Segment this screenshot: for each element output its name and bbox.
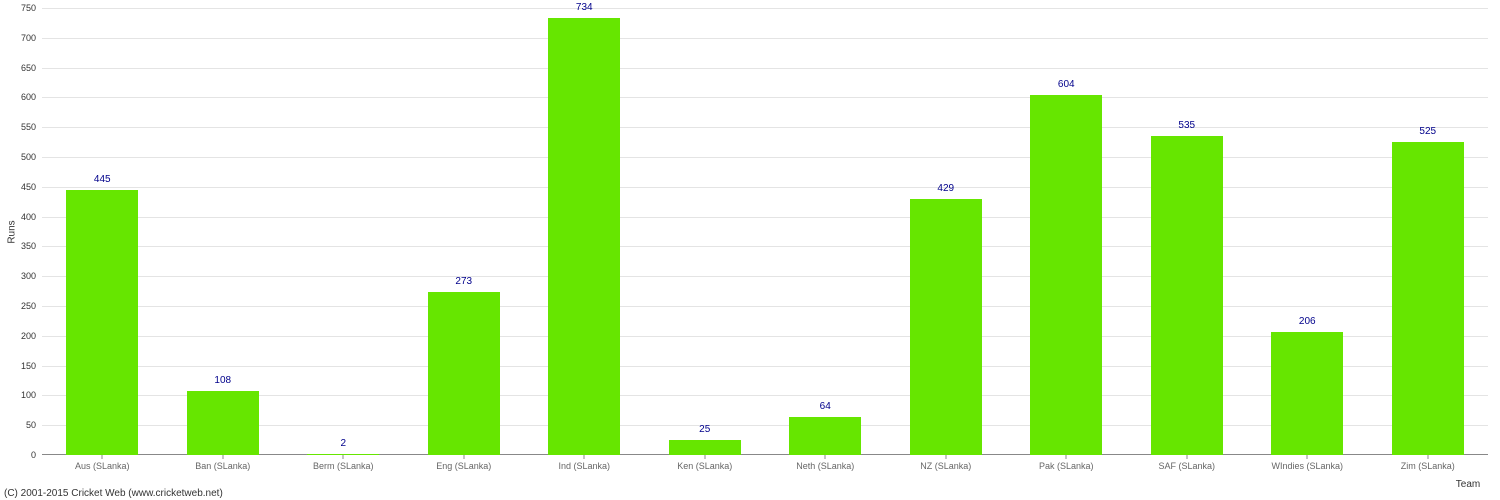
x-tick-mark (102, 455, 103, 459)
y-tick: 600 (21, 92, 42, 102)
bar: 25 (669, 440, 741, 455)
x-tick-mark (1186, 455, 1187, 459)
y-tick: 200 (21, 331, 42, 341)
y-tick-label: 100 (21, 390, 36, 400)
y-tick-label: 400 (21, 212, 36, 222)
y-tick: 650 (21, 63, 42, 73)
bar: 535 (1151, 136, 1223, 455)
bar-value-label: 273 (455, 276, 472, 287)
bar-value-label: 445 (94, 174, 111, 185)
y-tick-label: 500 (21, 152, 36, 162)
bar: 429 (910, 199, 982, 455)
bar: 525 (1392, 142, 1464, 455)
y-tick-label: 700 (21, 33, 36, 43)
footer-copyright: (C) 2001-2015 Cricket Web (www.cricketwe… (0, 487, 227, 500)
bar: 206 (1271, 332, 1343, 455)
y-tick: 0 (31, 450, 42, 460)
y-tick-label: 350 (21, 241, 36, 251)
x-tick-label: Aus (SLanka) (75, 461, 130, 471)
y-tick-label: 0 (31, 450, 36, 460)
bar: 108 (187, 391, 259, 455)
bar-value-label: 108 (214, 375, 231, 386)
bar-value-label: 734 (576, 2, 593, 13)
x-tick-label: SAF (SLanka) (1158, 461, 1215, 471)
bar-value-label: 206 (1299, 316, 1316, 327)
y-tick: 150 (21, 361, 42, 371)
y-tick-label: 200 (21, 331, 36, 341)
bar: 64 (789, 417, 861, 455)
y-tick-label: 550 (21, 122, 36, 132)
x-tick-label: Berm (SLanka) (313, 461, 374, 471)
x-tick-mark (343, 455, 344, 459)
x-tick-label: Ken (SLanka) (677, 461, 732, 471)
bar-value-label: 535 (1178, 120, 1195, 131)
y-tick: 500 (21, 152, 42, 162)
x-tick-mark (825, 455, 826, 459)
y-tick: 400 (21, 212, 42, 222)
x-tick-mark (1427, 455, 1428, 459)
bar-value-label: 64 (820, 401, 831, 412)
x-tick-label: NZ (SLanka) (920, 461, 971, 471)
y-tick-label: 450 (21, 182, 36, 192)
bar-value-label: 429 (937, 183, 954, 194)
y-tick: 300 (21, 271, 42, 281)
x-axis-label: Team (1456, 479, 1480, 490)
y-tick-label: 650 (21, 63, 36, 73)
bar: 604 (1030, 95, 1102, 455)
y-tick-label: 150 (21, 361, 36, 371)
x-tick-mark (222, 455, 223, 459)
x-tick-mark (463, 455, 464, 459)
y-tick: 550 (21, 122, 42, 132)
x-tick-label: Ind (SLanka) (558, 461, 610, 471)
plot-area: 44510822737342564429604535206525 Aus (SL… (42, 8, 1488, 455)
x-tick-label: Ban (SLanka) (195, 461, 250, 471)
y-tick: 100 (21, 390, 42, 400)
y-tick: 350 (21, 241, 42, 251)
x-tick-mark (704, 455, 705, 459)
x-tick-mark (945, 455, 946, 459)
bar-value-label: 2 (340, 438, 346, 449)
bars-container: 445 108 2 273 734 25 64 429 604 535 206 525 (42, 8, 1488, 455)
y-tick: 750 (21, 3, 42, 13)
y-tick-label: 600 (21, 92, 36, 102)
bar: 273 (428, 292, 500, 455)
bar: 734 (548, 18, 620, 455)
y-tick: 700 (21, 33, 42, 43)
y-tick-label: 750 (21, 3, 36, 13)
x-tick-label: Neth (SLanka) (796, 461, 854, 471)
bar-chart: 445 108 2 273 734 25 64 429 604 535 206 525 Aus (SL… (0, 0, 1500, 500)
bar: 445 (66, 190, 138, 455)
x-tick-label: WIndies (SLanka) (1271, 461, 1343, 471)
y-tick: 450 (21, 182, 42, 192)
y-tick-label: 300 (21, 271, 36, 281)
x-tick-label: Zim (SLanka) (1401, 461, 1455, 471)
bar-value-label: 604 (1058, 79, 1075, 90)
x-tick-label: Pak (SLanka) (1039, 461, 1094, 471)
y-tick-label: 250 (21, 301, 36, 311)
x-tick-mark (1307, 455, 1308, 459)
y-tick: 250 (21, 301, 42, 311)
y-axis-label: Runs (7, 220, 18, 243)
y-tick: 50 (26, 420, 42, 430)
x-tick-mark (584, 455, 585, 459)
bar-value-label: 25 (699, 424, 710, 435)
x-tick-mark (1066, 455, 1067, 459)
x-tick-label: Eng (SLanka) (436, 461, 491, 471)
bar-value-label: 525 (1419, 126, 1436, 137)
y-tick-label: 50 (26, 420, 36, 430)
